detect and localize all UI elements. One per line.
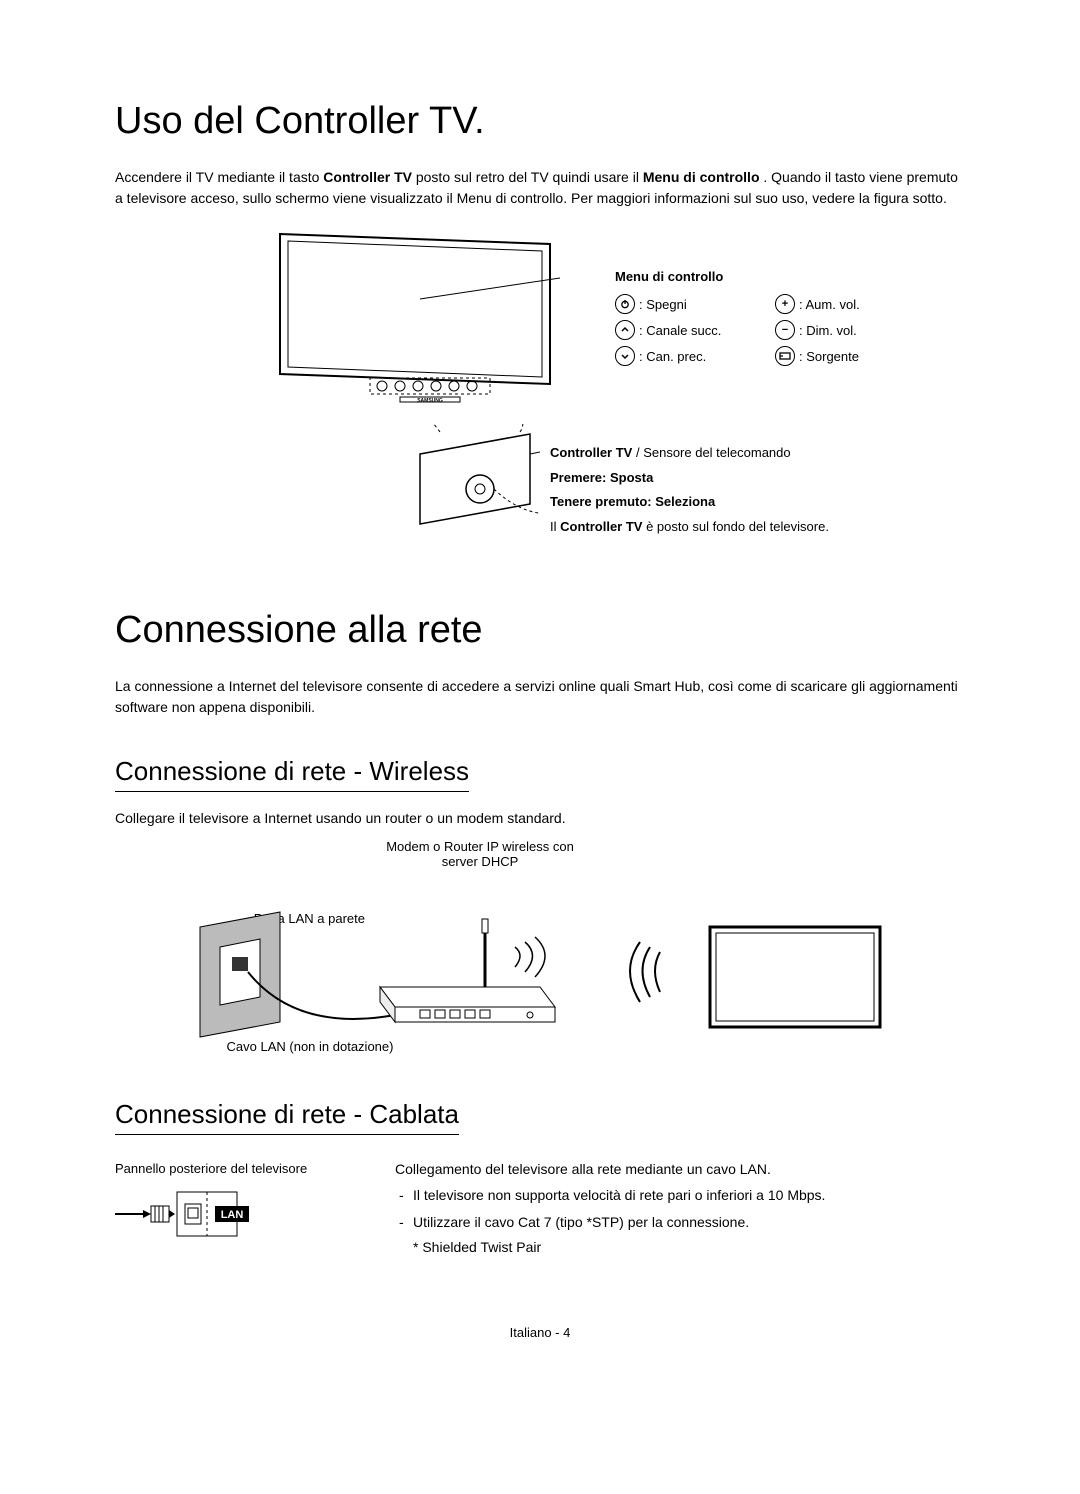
ctrl-label: Premere: Sposta <box>550 466 829 491</box>
plus-icon: + <box>775 294 795 314</box>
menu-item-voldown: − : Dim. vol. <box>775 320 895 340</box>
menu-item-power: : Spegni <box>615 294 735 314</box>
wireless-diagram: Modem o Router IP wireless con server DH… <box>180 839 900 1059</box>
wired-list-item: Il televisore non supporta velocità di r… <box>395 1185 965 1206</box>
menu-item-chup: : Canale succ. <box>615 320 735 340</box>
ctrl-label: Il <box>550 519 560 534</box>
intro-text: Accendere il TV mediante il tasto <box>115 169 323 185</box>
intro-bold-1: Controller TV <box>323 169 412 185</box>
menu-item-chdown: : Can. prec. <box>615 346 735 366</box>
menu-item-label: : Canale succ. <box>639 323 721 338</box>
heading-network: Connessione alla rete <box>115 609 965 652</box>
menu-item-label: : Dim. vol. <box>799 323 857 338</box>
intro-paragraph: Accendere il TV mediante il tasto Contro… <box>115 167 965 209</box>
ctrl-label: / Sensore del telecomando <box>636 445 791 460</box>
wireless-svg-icon <box>180 857 900 1057</box>
intro-bold-2: Menu di controllo <box>643 169 760 185</box>
power-icon <box>615 294 635 314</box>
wired-left: Pannello posteriore del televisore LAN <box>115 1161 365 1247</box>
minus-icon: − <box>775 320 795 340</box>
wired-right: Collegamento del televisore alla rete me… <box>395 1161 965 1255</box>
lan-badge-text: LAN <box>221 1209 244 1221</box>
tv-frame-icon: SAMSUNG <box>270 229 560 409</box>
menu-title: Menu di controllo <box>615 269 895 284</box>
controller-zoom-icon <box>410 424 540 544</box>
subheading-wireless: Connessione di rete - Wireless <box>115 756 469 792</box>
controller-labels: Controller TV / Sensore del telecomando … <box>550 441 829 540</box>
wired-desc: Collegamento del televisore alla rete me… <box>395 1161 965 1177</box>
menu-item-label: : Can. prec. <box>639 349 706 364</box>
ctrl-label-bold: Controller TV <box>560 519 642 534</box>
menu-item-label: : Aum. vol. <box>799 297 860 312</box>
menu-item-volup: + : Aum. vol. <box>775 294 895 314</box>
network-intro: La connessione a Internet del televisore… <box>115 676 965 718</box>
ctrl-label: Tenere premuto: Seleziona <box>550 490 829 515</box>
ctrl-label-bold: Controller TV <box>550 445 632 460</box>
lan-panel-icon: LAN <box>115 1184 295 1244</box>
source-icon <box>775 346 795 366</box>
page-footer: Italiano - 4 <box>115 1325 965 1340</box>
menu-item-label: : Sorgente <box>799 349 859 364</box>
ctrl-label: è posto sul fondo del televisore. <box>646 519 829 534</box>
subheading-wired: Connessione di rete - Cablata <box>115 1099 459 1135</box>
wired-list-item: Utilizzare il cavo Cat 7 (tipo *STP) per… <box>395 1212 965 1233</box>
chevron-down-icon <box>615 346 635 366</box>
wireless-desc: Collegare il televisore a Internet usand… <box>115 808 965 829</box>
menu-item-label: : Spegni <box>639 297 687 312</box>
panel-label: Pannello posteriore del televisore <box>115 1161 365 1176</box>
chevron-up-icon <box>615 320 635 340</box>
wired-row: Pannello posteriore del televisore LAN C… <box>115 1161 965 1255</box>
intro-text: posto sul retro del TV quindi usare il <box>416 169 643 185</box>
menu-labels: Menu di controllo : Spegni + : Aum. vol.… <box>615 269 895 372</box>
svg-text:SAMSUNG: SAMSUNG <box>417 398 443 404</box>
menu-item-source: : Sorgente <box>775 346 895 366</box>
heading-controller: Uso del Controller TV. <box>115 100 965 143</box>
stp-note: * Shielded Twist Pair <box>395 1239 965 1255</box>
tv-diagram: SAMSUNG Menu di controllo : Spegni + : A <box>180 229 900 559</box>
